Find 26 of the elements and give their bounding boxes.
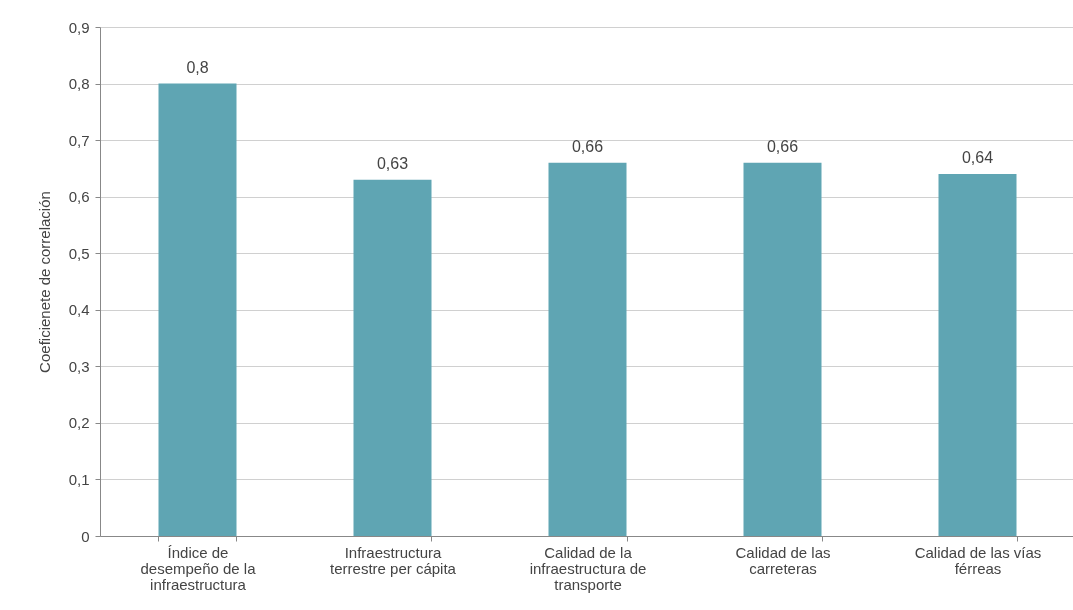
bar bbox=[548, 162, 627, 536]
data-label: 0,66 bbox=[571, 137, 604, 155]
y-tick-label: 0,3 bbox=[68, 357, 90, 375]
x-tick-label: Calidad de la infraestructura de transporte bbox=[529, 543, 647, 593]
bar bbox=[743, 162, 822, 536]
y-tick-label: 0,2 bbox=[68, 414, 90, 432]
y-tick-label: 0,6 bbox=[68, 188, 90, 206]
bar bbox=[158, 83, 237, 536]
y-tick-label: 0 bbox=[81, 527, 90, 545]
y-tick-label: 0,8 bbox=[68, 75, 90, 93]
y-tick-label: 0,9 bbox=[68, 18, 90, 36]
x-tick-label: Índice de desempeño de la infraestructura bbox=[140, 543, 257, 593]
y-axis-title: Coeficienete de correlación bbox=[35, 191, 53, 373]
data-label: 0,66 bbox=[766, 137, 799, 155]
y-tick-label: 0,4 bbox=[68, 301, 90, 319]
x-tick-label: Infraestructura terrestre per cápita bbox=[330, 543, 457, 577]
y-tick-label: 0,7 bbox=[68, 131, 90, 149]
data-label: 0,64 bbox=[961, 149, 994, 167]
bar bbox=[938, 174, 1017, 536]
x-tick-label: Calidad de las vías férreas bbox=[914, 543, 1042, 577]
y-tick-label: 0,1 bbox=[68, 470, 90, 488]
y-tick-label: 0,5 bbox=[68, 244, 90, 262]
data-label: 0,8 bbox=[186, 58, 209, 76]
data-label: 0,63 bbox=[376, 154, 409, 172]
bar bbox=[353, 179, 432, 536]
x-tick-label: Calidad de las carreteras bbox=[735, 543, 831, 577]
